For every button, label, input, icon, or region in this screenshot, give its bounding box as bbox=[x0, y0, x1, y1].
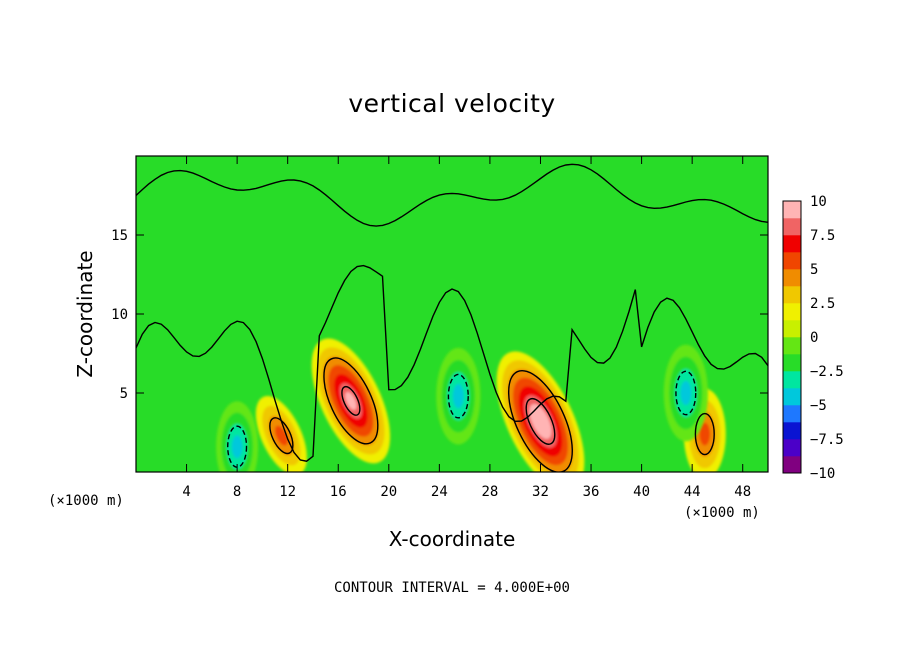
colorbar-tick-label: −5 bbox=[810, 398, 827, 414]
colorbar-tick-label: −10 bbox=[810, 466, 835, 482]
colorbar-tick-label: −7.5 bbox=[810, 432, 844, 448]
colorbar-tick-label: 7.5 bbox=[810, 228, 835, 244]
contour-4 bbox=[447, 373, 469, 419]
colorbar-swatch bbox=[783, 337, 801, 355]
field-feature-5 bbox=[216, 401, 259, 472]
colorbar-swatch bbox=[783, 269, 801, 287]
contour-interval-note: CONTOUR INTERVAL = 4.000E+00 bbox=[334, 580, 570, 596]
field-band bbox=[535, 412, 546, 431]
colorbar-swatch bbox=[783, 218, 801, 236]
colorbar-swatch bbox=[783, 303, 801, 321]
y-axis-label: Z-coordinate bbox=[73, 250, 97, 377]
colorbar-swatch bbox=[783, 320, 801, 338]
colorbar-swatch bbox=[783, 371, 801, 389]
x-tick-label: 12 bbox=[279, 484, 296, 500]
field-band bbox=[231, 435, 243, 459]
colorbar-swatch bbox=[783, 456, 801, 474]
colorbar-tick-label: 10 bbox=[810, 194, 827, 210]
contour-1 bbox=[507, 369, 573, 472]
colorbar-swatch bbox=[783, 354, 801, 372]
x-tick-label: 48 bbox=[734, 484, 751, 500]
field-band bbox=[274, 425, 288, 446]
contour-line bbox=[447, 373, 469, 419]
contour-line bbox=[507, 369, 573, 472]
colorbar-swatch bbox=[783, 405, 801, 423]
y-tick-label: 10 bbox=[111, 307, 128, 323]
chart-title: vertical velocity bbox=[348, 89, 555, 118]
colorbar-swatch bbox=[783, 286, 801, 304]
x-axis-ticks: 4 8 12 16 20 24 28 32 36 40 44 48 bbox=[182, 156, 751, 500]
field-band bbox=[680, 380, 692, 406]
field-band bbox=[699, 422, 711, 446]
x-tick-label: 16 bbox=[330, 484, 347, 500]
contour-0 bbox=[323, 357, 379, 445]
contour-line bbox=[675, 370, 697, 416]
colorbar-tick-label: 2.5 bbox=[810, 296, 835, 312]
x-tick-label: 24 bbox=[431, 484, 448, 500]
field-band bbox=[345, 392, 357, 410]
contour-line bbox=[341, 385, 361, 416]
colorbar-frame bbox=[782, 200, 802, 474]
field-feature-4 bbox=[436, 347, 481, 445]
field-feature-0 bbox=[311, 338, 391, 464]
colorbar-swatch bbox=[783, 388, 801, 406]
x-tick-label: 28 bbox=[481, 484, 498, 500]
y-axis-ticks: 5 10 15 bbox=[111, 228, 768, 402]
contour-3 bbox=[694, 412, 715, 456]
colorbar-swatch bbox=[783, 439, 801, 457]
contour-layer bbox=[136, 163, 768, 472]
colorbar-swatch bbox=[783, 201, 801, 219]
x-tick-label: 40 bbox=[633, 484, 650, 500]
colorbar-swatch bbox=[783, 235, 801, 253]
y-tick-label: 15 bbox=[111, 228, 128, 244]
colorbar-tick-label: 0 bbox=[810, 330, 818, 346]
colorbar-swatch bbox=[783, 422, 801, 440]
colorbar-swatch bbox=[783, 252, 801, 270]
upper-contour bbox=[136, 163, 768, 227]
contour-line bbox=[269, 417, 294, 455]
contour-line bbox=[323, 357, 379, 445]
colorbar-tick-label: −2.5 bbox=[810, 364, 844, 380]
y-tick-label: 5 bbox=[120, 386, 128, 402]
contour-6 bbox=[675, 370, 697, 416]
plot-area bbox=[136, 156, 768, 472]
zero-contour bbox=[136, 264, 768, 462]
field-feature-6 bbox=[663, 344, 708, 442]
x-axis-unit: (×1000 m) bbox=[684, 505, 760, 521]
y-axis-unit: (×1000 m) bbox=[48, 493, 124, 509]
contour-2 bbox=[269, 417, 294, 455]
x-tick-label: 20 bbox=[380, 484, 397, 500]
x-tick-label: 4 bbox=[182, 484, 190, 500]
field-feature-1 bbox=[496, 351, 585, 472]
contour-line bbox=[694, 412, 715, 456]
colorbar-tick-label: 5 bbox=[810, 262, 818, 278]
x-tick-label: 32 bbox=[532, 484, 549, 500]
contour-line bbox=[525, 397, 556, 445]
x-tick-label: 36 bbox=[583, 484, 600, 500]
x-tick-label: 44 bbox=[684, 484, 701, 500]
x-tick-label: 8 bbox=[233, 484, 241, 500]
colorbar: 10 7.5 5 2.5 0 −2.5 −5 −7.5 −10 bbox=[782, 194, 844, 482]
field-feature-2 bbox=[255, 395, 307, 472]
x-axis-label: X-coordinate bbox=[389, 527, 516, 551]
field-layer bbox=[216, 338, 726, 472]
field-band bbox=[452, 384, 464, 409]
